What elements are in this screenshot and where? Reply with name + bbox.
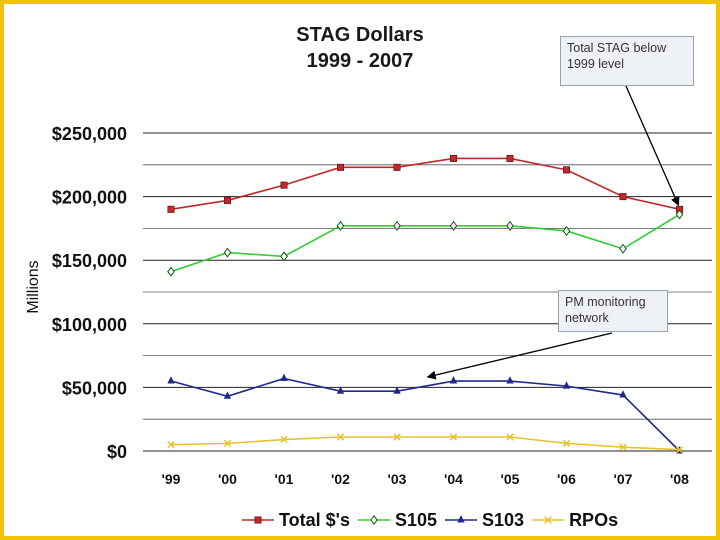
x-tick-label: '06 <box>557 471 576 487</box>
annotation-total-below-1999: Total STAG below 1999 level <box>560 36 694 86</box>
data-point-series-1 <box>280 251 288 262</box>
x-tick-label: '05 <box>501 471 520 487</box>
legend-label: Total $'s <box>279 509 350 530</box>
x-tick-label: '04 <box>444 471 463 487</box>
legend-swatch <box>242 516 274 524</box>
y-tick-label: $250,000 <box>52 124 127 144</box>
x-marker-stroke <box>393 433 401 441</box>
data-point-series-2 <box>562 381 571 389</box>
legend-label: S105 <box>394 509 438 530</box>
annotation-arrow-pm <box>426 332 613 380</box>
data-point-series-0 <box>336 163 344 171</box>
data-point-series-2 <box>167 376 175 384</box>
series-line-1 <box>170 213 680 273</box>
data-point-series-2 <box>336 386 345 394</box>
legend-item: RPOs <box>530 510 618 531</box>
x-marker-stroke <box>449 433 458 441</box>
y-tick-label: $0 <box>107 442 127 462</box>
legend-item: S103 <box>443 510 524 531</box>
x-tick-label: '03 <box>388 471 407 487</box>
data-point-series-3 <box>223 439 232 448</box>
data-point-series-3 <box>619 443 627 451</box>
data-point-series-1 <box>167 266 175 277</box>
x-tick-label: '01 <box>275 471 294 487</box>
x-marker-stroke <box>562 439 571 448</box>
data-point-series-0 <box>393 163 401 171</box>
data-point-series-3 <box>506 433 514 441</box>
legend-item: Total $'s <box>240 510 350 531</box>
y-tick-label: $100,000 <box>52 315 127 335</box>
y-tick-label: $200,000 <box>52 188 127 208</box>
y-tick-label: $150,000 <box>52 251 127 271</box>
data-point-series-2 <box>619 390 627 398</box>
data-point-series-3 <box>393 433 401 441</box>
data-point-series-0 <box>449 154 457 162</box>
data-point-series-2 <box>223 391 232 399</box>
x-marker-stroke <box>167 440 175 449</box>
data-point-series-3 <box>336 433 345 441</box>
x-marker-stroke <box>506 433 514 441</box>
x-marker-stroke <box>280 435 288 444</box>
data-point-series-0 <box>224 196 232 204</box>
x-marker-stroke <box>619 443 627 451</box>
x-marker-stroke <box>675 445 684 454</box>
data-point-series-1 <box>619 243 627 254</box>
y-tick-label: $50,000 <box>62 378 127 398</box>
y-axis-label: Millions <box>25 260 42 313</box>
legend-swatch <box>357 514 390 526</box>
series-line-0 <box>170 157 680 211</box>
chart-title: STAG Dollars <box>296 24 424 46</box>
data-point-series-1 <box>393 220 401 231</box>
data-point-series-0 <box>562 166 570 174</box>
legend-swatch-marker <box>254 516 262 524</box>
data-point-series-3 <box>167 440 175 449</box>
chart-title-block: STAG Dollars 1999 - 2007 <box>230 22 490 74</box>
data-point-series-1 <box>449 220 458 231</box>
legend-swatch-marker <box>370 514 378 526</box>
series-line-3 <box>170 436 680 451</box>
data-point-series-0 <box>167 205 175 213</box>
data-point-series-0 <box>506 154 514 162</box>
x-tick-label: '02 <box>331 471 350 487</box>
chart-legend: Total $'s S105 S103 RPOs <box>240 508 620 532</box>
series-line-2 <box>170 377 681 452</box>
data-point-series-1 <box>223 247 232 258</box>
data-point-series-0 <box>619 193 627 201</box>
data-point-series-3 <box>675 445 684 454</box>
x-tick-label: '07 <box>614 471 633 487</box>
legend-swatch-marker <box>457 515 465 523</box>
x-tick-label: '99 <box>162 471 181 487</box>
data-point-series-1 <box>675 209 684 220</box>
annotation-pm-monitoring: PM monitoring network <box>558 290 668 332</box>
x-marker-stroke <box>544 516 552 524</box>
legend-swatch <box>532 516 565 524</box>
data-point-series-3 <box>280 435 288 444</box>
data-point-series-1 <box>506 220 514 231</box>
data-point-series-3 <box>449 433 458 441</box>
x-marker-stroke <box>336 433 345 441</box>
x-tick-label: '08 <box>670 471 689 487</box>
data-point-series-3 <box>562 439 571 448</box>
data-point-series-2 <box>280 373 288 381</box>
data-point-series-1 <box>562 225 571 236</box>
data-point-series-1 <box>336 220 345 231</box>
legend-swatch <box>445 515 478 523</box>
legend-label: RPOs <box>569 509 619 530</box>
x-tick-label: '00 <box>218 471 237 487</box>
data-point-series-2 <box>393 386 401 394</box>
legend-label: S103 <box>482 509 525 530</box>
chart-subtitle: 1999 - 2007 <box>306 50 414 72</box>
annotation-arrow-total <box>625 85 680 207</box>
legend-swatch-marker <box>544 516 552 524</box>
x-marker-stroke <box>223 439 232 448</box>
legend-item: S105 <box>356 510 437 531</box>
data-point-series-2 <box>506 376 514 384</box>
data-point-series-0 <box>280 181 288 189</box>
data-point-series-2 <box>449 376 458 384</box>
